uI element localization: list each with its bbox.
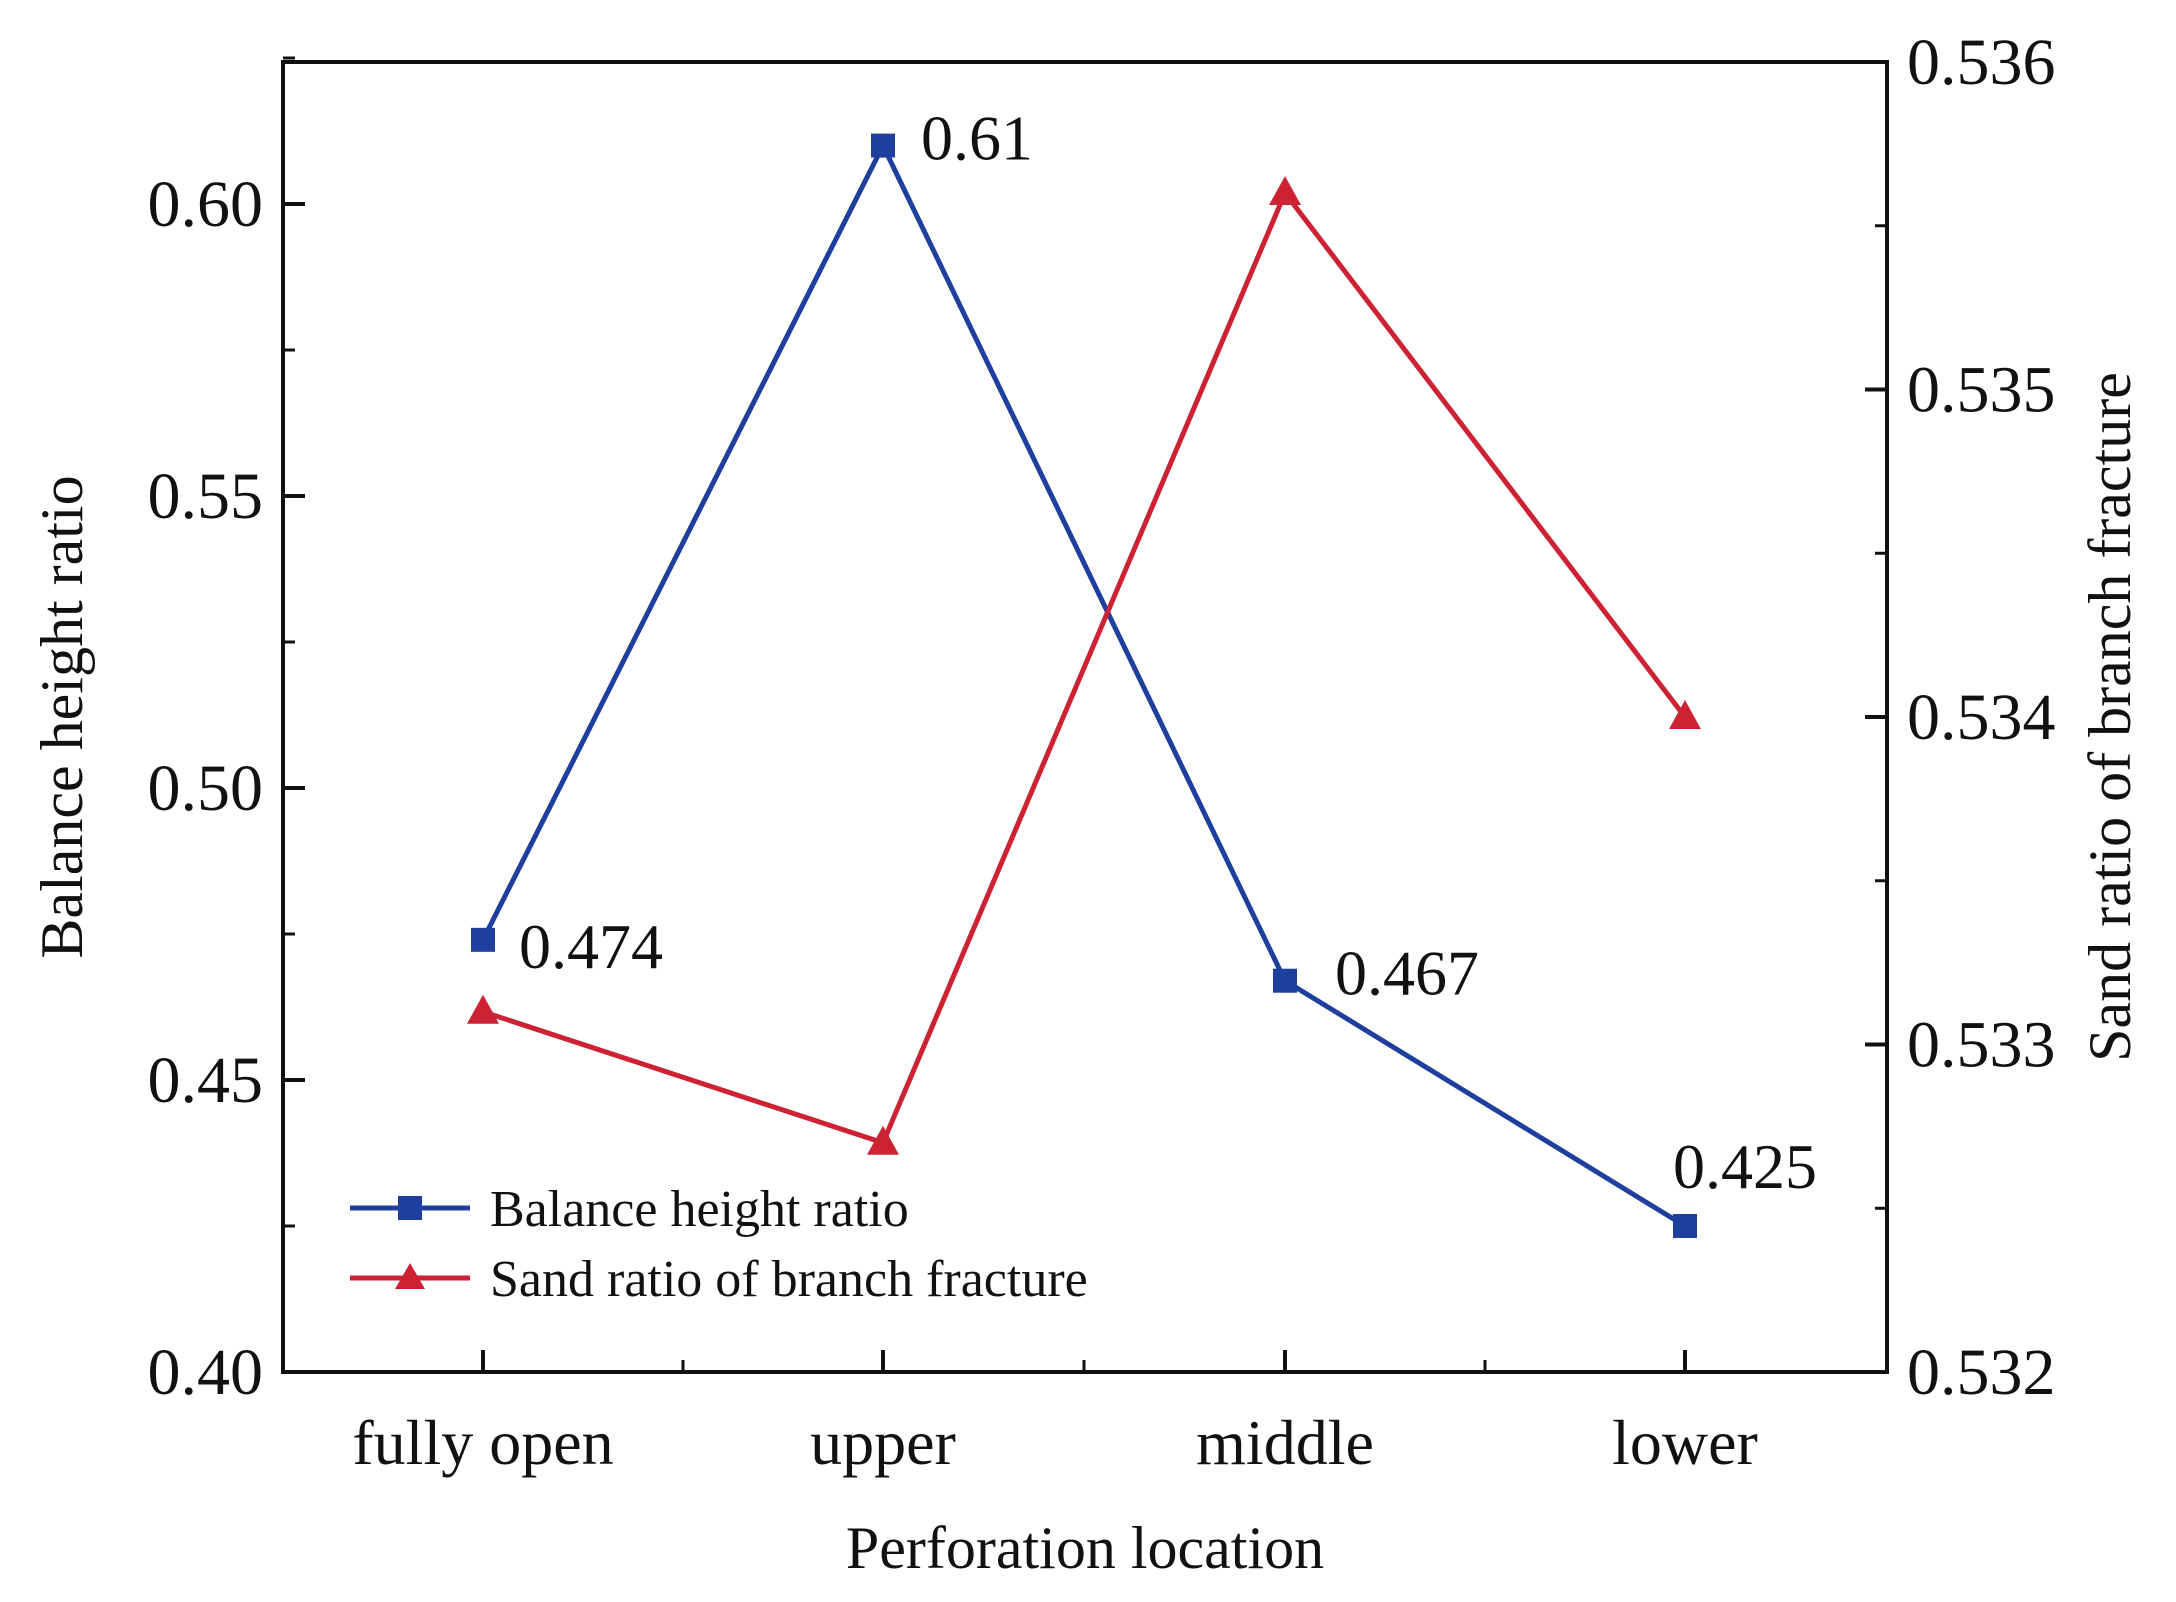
data-label: 0.61 — [921, 103, 1033, 174]
data-point-square — [871, 133, 895, 158]
legend-label-balance: Balance height ratio — [490, 1181, 909, 1238]
y2-axis-title: Sand ratio of branch fracture — [2077, 372, 2143, 1062]
data-point-square — [1673, 1214, 1697, 1238]
y-tick-label: 0.55 — [148, 460, 264, 533]
data-point-triangle — [1669, 700, 1701, 729]
data-point-triangle — [867, 1125, 899, 1155]
data-point-square — [1273, 968, 1297, 993]
y2-tick-label: 0.533 — [1907, 1009, 2056, 1082]
legend-label-sand: Sand ratio of branch fracture — [490, 1251, 1088, 1308]
x-tick-label: middle — [1196, 1407, 1374, 1478]
series-line-balance — [480, 143, 1687, 1229]
data-labels: 0.474 0.61 0.467 0.425 — [519, 103, 1817, 1202]
axis-ticks — [283, 56, 1887, 1374]
y2-tick-label: 0.536 — [1907, 26, 2056, 99]
axis-tick-labels: 0.40 0.45 0.50 0.55 0.60 0.532 0.533 0.534 0.535… — [148, 26, 2056, 1478]
legend-marker-square — [398, 1196, 422, 1220]
x-axis-title: Perforation location — [846, 1515, 1324, 1581]
series-layer — [467, 133, 1701, 1238]
data-label: 0.467 — [1335, 938, 1479, 1009]
data-point-square — [471, 927, 495, 952]
data-label: 0.474 — [519, 911, 663, 982]
x-tick-label: fully open — [352, 1407, 613, 1478]
y2-tick-label: 0.535 — [1907, 354, 2056, 427]
legend-marker-triangle — [395, 1263, 425, 1289]
legend: Balance height ratio Sand ratio of branc… — [350, 1181, 1088, 1308]
x-tick-label: lower — [1612, 1407, 1758, 1478]
y2-tick-label: 0.532 — [1907, 1336, 2056, 1409]
y-tick-label: 0.60 — [148, 168, 264, 241]
data-point-triangle — [467, 994, 499, 1024]
y-tick-label: 0.45 — [148, 1044, 264, 1117]
y-axis-title: Balance height ratio — [29, 475, 95, 958]
data-label: 0.425 — [1673, 1131, 1817, 1202]
plot-frame — [281, 60, 1889, 1374]
y-tick-label: 0.40 — [148, 1336, 264, 1409]
y-tick-label: 0.50 — [148, 752, 264, 825]
x-tick-label: upper — [810, 1407, 956, 1478]
data-point-triangle — [1269, 176, 1301, 205]
series-line-sand — [482, 190, 1687, 1146]
y2-tick-label: 0.534 — [1907, 681, 2056, 754]
